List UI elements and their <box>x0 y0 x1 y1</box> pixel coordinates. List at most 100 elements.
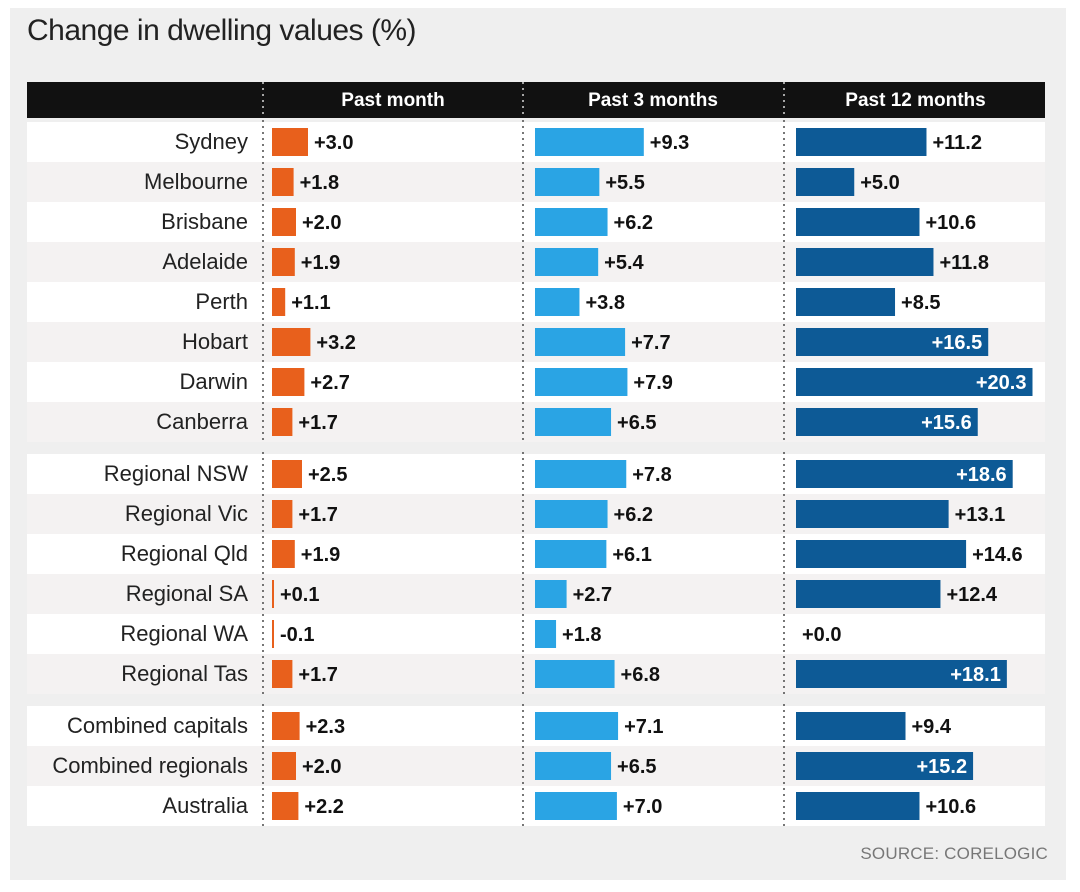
row-label: Regional Qld <box>121 541 248 566</box>
bar <box>272 168 294 196</box>
value-label: +1.9 <box>301 544 340 566</box>
bar <box>796 660 1007 688</box>
value-label: +0.1 <box>280 584 319 606</box>
value-label: +20.3 <box>976 372 1027 394</box>
row-label: Regional NSW <box>104 461 249 486</box>
bar <box>272 712 300 740</box>
value-label: +3.8 <box>585 292 624 314</box>
value-label: +1.7 <box>298 664 337 686</box>
value-label: +16.5 <box>932 332 983 354</box>
column-header: Past 3 months <box>588 90 718 111</box>
value-label: +10.6 <box>925 796 976 818</box>
bar <box>796 500 949 528</box>
bar <box>272 368 305 396</box>
bar <box>272 288 286 316</box>
bar <box>535 752 612 780</box>
bar <box>535 168 600 196</box>
bar <box>535 368 628 396</box>
bar <box>272 620 274 648</box>
value-label: +2.7 <box>310 372 349 394</box>
header-bar <box>27 82 1045 118</box>
bar <box>535 248 599 276</box>
bar <box>796 580 941 608</box>
value-label: +7.8 <box>632 464 671 486</box>
value-label: +5.5 <box>605 172 644 194</box>
value-label: +2.0 <box>302 756 341 778</box>
bar <box>272 752 296 780</box>
bar <box>272 500 293 528</box>
bar <box>796 712 906 740</box>
bar <box>272 792 299 820</box>
bar <box>796 368 1033 396</box>
value-label: +2.5 <box>308 464 347 486</box>
column-header: Past 12 months <box>845 90 985 111</box>
chart-title: Change in dwelling values (%) <box>27 14 417 47</box>
row-label: Melbourne <box>144 169 248 194</box>
value-label: +3.0 <box>314 132 353 154</box>
bar <box>535 540 607 568</box>
value-label: +9.4 <box>912 716 952 738</box>
value-label: +5.4 <box>604 252 644 274</box>
bar <box>535 580 567 608</box>
value-label: +10.6 <box>925 212 976 234</box>
value-label: +1.7 <box>298 412 337 434</box>
value-label: +0.0 <box>802 624 841 646</box>
value-label: +8.5 <box>901 292 940 314</box>
bar <box>796 208 920 236</box>
bar <box>272 460 302 488</box>
value-label: +15.2 <box>916 756 967 778</box>
row-label: Australia <box>162 793 248 818</box>
row-label: Canberra <box>156 409 248 434</box>
source-note: SOURCE: CORELOGIC <box>860 844 1048 863</box>
bar <box>272 128 308 156</box>
value-label: +7.0 <box>623 796 662 818</box>
value-label: -0.1 <box>280 624 314 646</box>
bar <box>272 248 295 276</box>
row-label: Regional WA <box>120 621 248 646</box>
bar <box>272 408 293 436</box>
value-label: +14.6 <box>972 544 1023 566</box>
value-label: +3.2 <box>316 332 355 354</box>
bar <box>535 620 557 648</box>
bar <box>796 168 855 196</box>
bar <box>796 460 1013 488</box>
bar <box>272 540 295 568</box>
value-label: +1.9 <box>301 252 340 274</box>
value-label: +2.7 <box>573 584 612 606</box>
row-label: Combined regionals <box>52 753 248 778</box>
row-label: Sydney <box>175 129 248 154</box>
value-label: +1.8 <box>562 624 601 646</box>
value-label: +6.2 <box>614 212 653 234</box>
bar <box>796 792 920 820</box>
bar <box>535 500 608 528</box>
bar <box>535 208 608 236</box>
bar <box>535 792 617 820</box>
value-label: +1.8 <box>300 172 339 194</box>
row-label: Hobart <box>182 329 248 354</box>
bar <box>272 580 274 608</box>
bar <box>535 460 627 488</box>
value-label: +6.5 <box>617 412 656 434</box>
bar <box>272 208 296 236</box>
value-label: +7.1 <box>624 716 663 738</box>
row-label: Adelaide <box>162 249 248 274</box>
value-label: +11.8 <box>939 252 989 274</box>
value-label: +18.1 <box>950 664 1001 686</box>
bar <box>272 660 293 688</box>
value-label: +6.8 <box>621 664 660 686</box>
bar <box>535 128 644 156</box>
bar <box>535 660 615 688</box>
value-label: +5.0 <box>860 172 899 194</box>
bar <box>535 328 626 356</box>
bar <box>796 248 934 276</box>
bar <box>796 288 896 316</box>
row-label: Regional Tas <box>121 661 248 686</box>
bar <box>796 128 927 156</box>
value-label: +1.1 <box>291 292 330 314</box>
value-label: +7.9 <box>633 372 672 394</box>
bar <box>796 540 967 568</box>
value-label: +6.2 <box>614 504 653 526</box>
row-label: Darwin <box>180 369 248 394</box>
value-label: +6.1 <box>612 544 651 566</box>
